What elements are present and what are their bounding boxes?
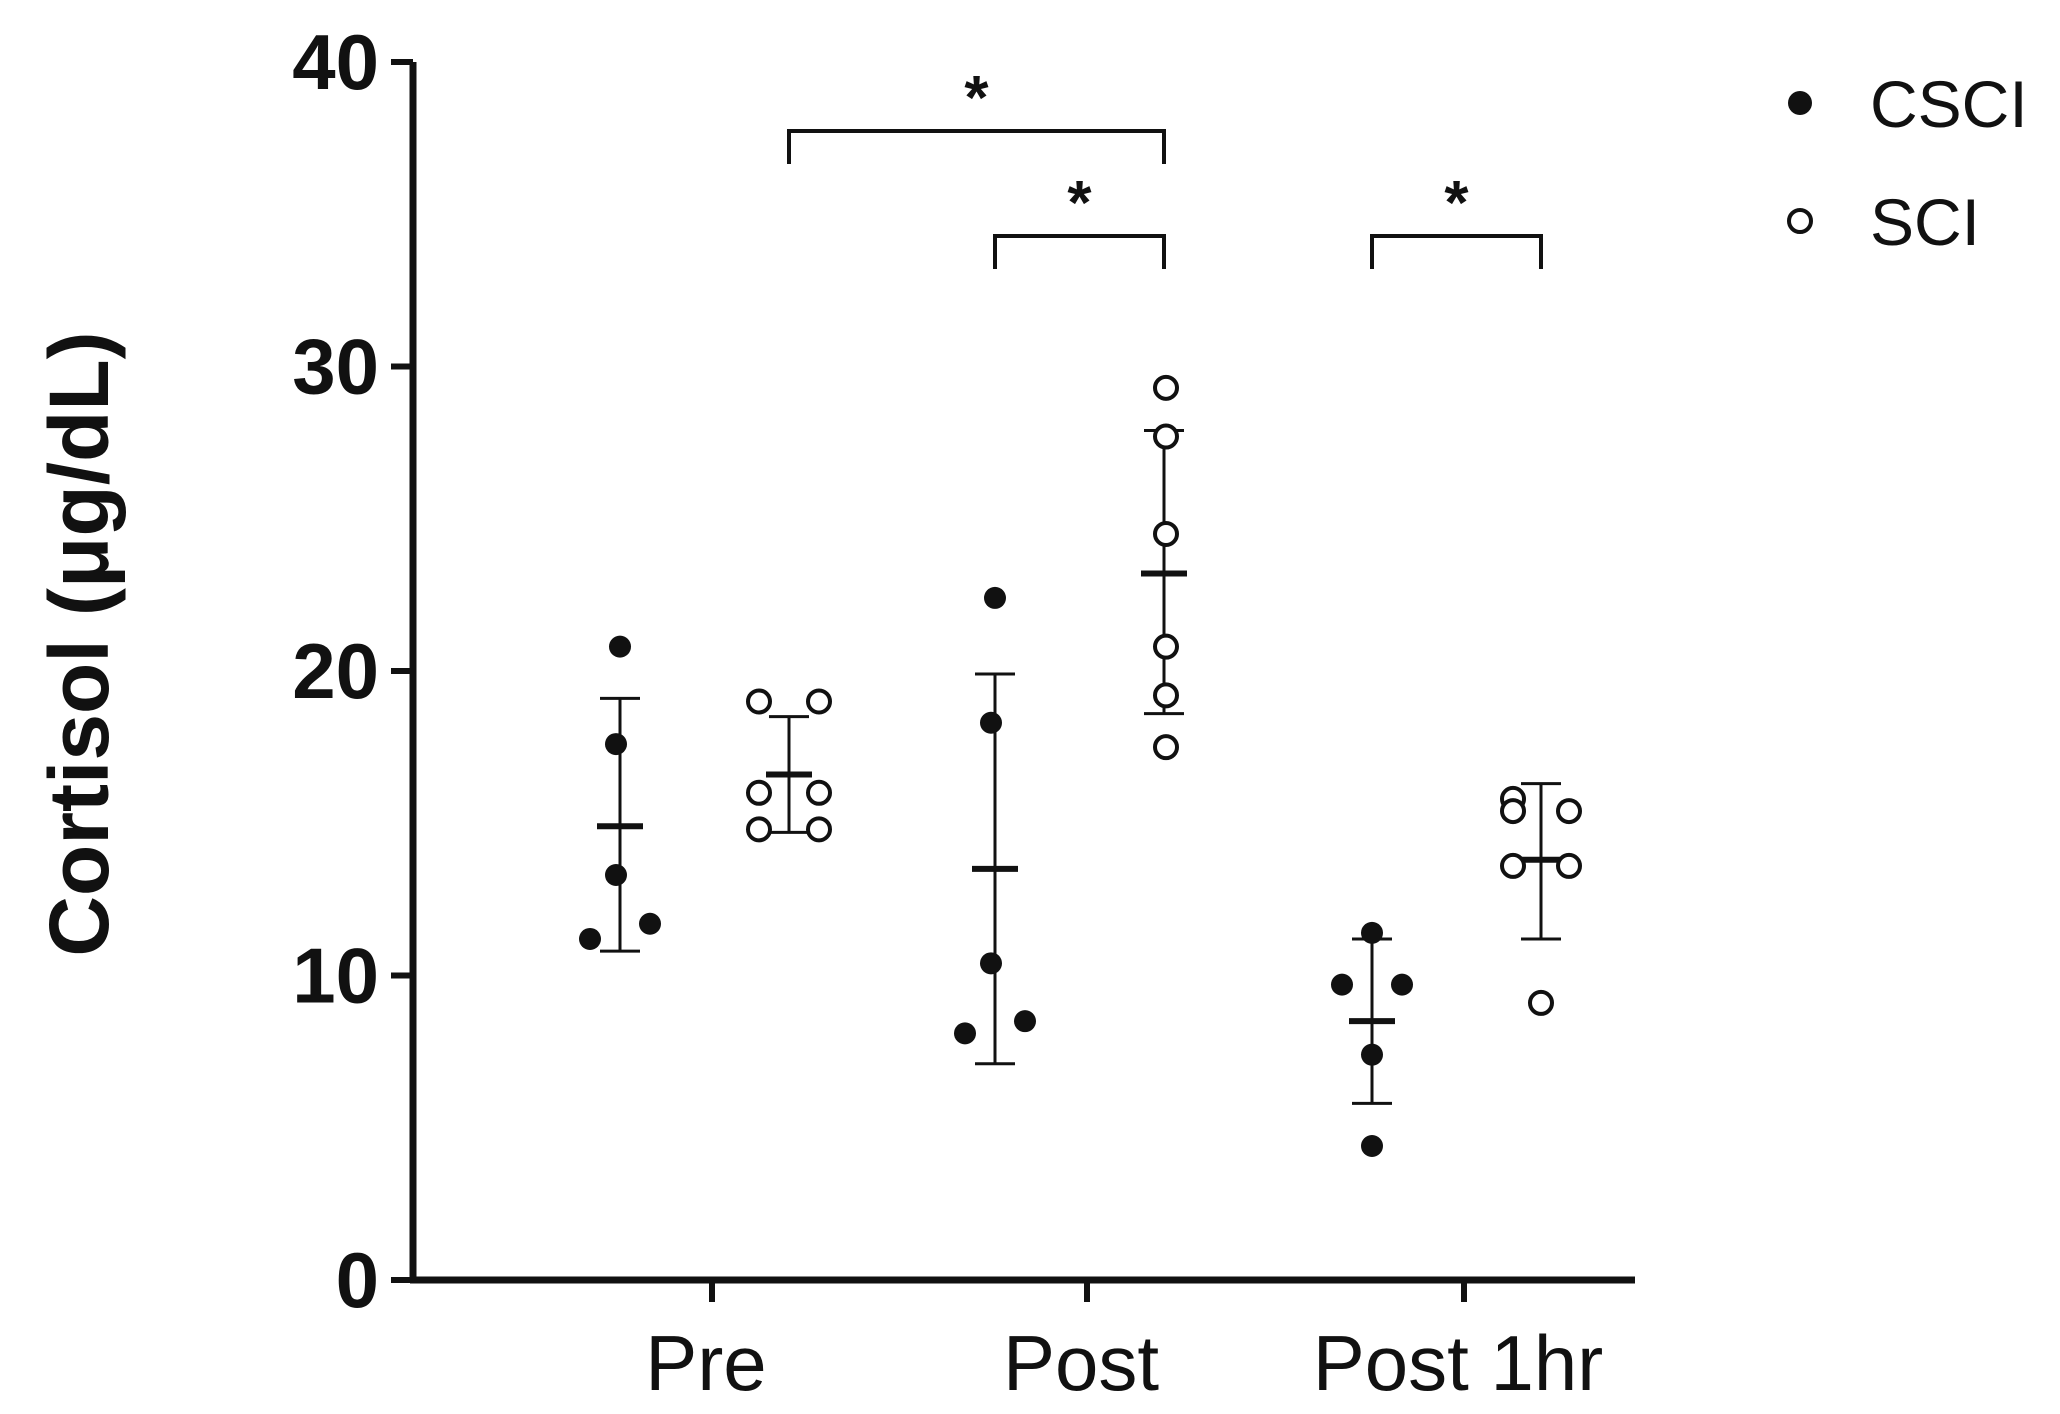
data-point-csci: [1391, 973, 1413, 996]
data-point-csci: [1361, 1135, 1383, 1158]
data-point-sci: [1528, 989, 1554, 1016]
x-tick-label: Post 1hr: [1313, 1319, 1603, 1407]
data-point-csci: [954, 1022, 976, 1045]
data-point-csci: [579, 927, 601, 950]
significance-bracket: [993, 234, 1166, 269]
data-points: [579, 374, 1582, 1158]
y-tick-label: 0: [336, 1236, 379, 1324]
y-tick-label: 20: [292, 627, 379, 715]
axes: 0 10 20 30 40 Pre Post Post 1hr: [292, 18, 1635, 1407]
data-point-csci: [980, 952, 1002, 975]
data-point-csci: [609, 635, 631, 658]
data-point-sci: [1556, 852, 1582, 879]
y-tick-label: 40: [292, 18, 379, 106]
legend-label-csci: CSCI: [1870, 67, 2028, 141]
data-point-sci: [1153, 633, 1179, 660]
data-point-sci: [1153, 682, 1179, 709]
data-point-sci: [1153, 734, 1179, 761]
data-point-sci: [1500, 798, 1526, 825]
data-point-csci: [605, 864, 627, 887]
data-point-sci: [746, 779, 772, 806]
data-point-sci: [1153, 374, 1179, 401]
y-axis-label: Cortisol (μg/dL): [32, 331, 126, 956]
y-tick-label: 10: [292, 932, 379, 1020]
data-point-sci: [1556, 798, 1582, 825]
legend: CSCI SCI: [1787, 67, 2028, 259]
y-tick-label: 30: [292, 323, 379, 411]
data-point-csci: [984, 586, 1006, 609]
data-point-sci: [806, 688, 832, 715]
data-point-csci: [1331, 973, 1353, 996]
data-point-sci: [746, 816, 772, 843]
x-tick-label: Pre: [645, 1319, 766, 1407]
data-point-sci: [806, 816, 832, 843]
error-bars: [597, 428, 1564, 1105]
data-point-csci: [1361, 921, 1383, 944]
data-point-csci: [639, 912, 661, 935]
data-point-sci: [746, 688, 772, 715]
x-tick-label: Post: [1003, 1319, 1159, 1407]
legend-marker-sci: [1787, 208, 1813, 234]
significance-bracket: [1370, 234, 1543, 269]
data-point-csci: [1361, 1043, 1383, 1066]
legend-marker-csci: [1788, 91, 1812, 115]
significance-star: *: [964, 64, 989, 133]
significance-star: *: [1067, 169, 1092, 238]
data-point-sci: [1153, 423, 1179, 450]
data-point-sci: [806, 779, 832, 806]
legend-label-sci: SCI: [1870, 185, 1980, 259]
data-point-sci: [1500, 852, 1526, 879]
significance-annotations: * * *: [787, 64, 1543, 269]
data-point-csci: [605, 733, 627, 756]
data-point-csci: [1014, 1010, 1036, 1033]
data-point-sci: [1153, 520, 1179, 547]
significance-star: *: [1444, 169, 1469, 238]
significance-bracket: [787, 129, 1166, 164]
data-point-csci: [980, 711, 1002, 734]
